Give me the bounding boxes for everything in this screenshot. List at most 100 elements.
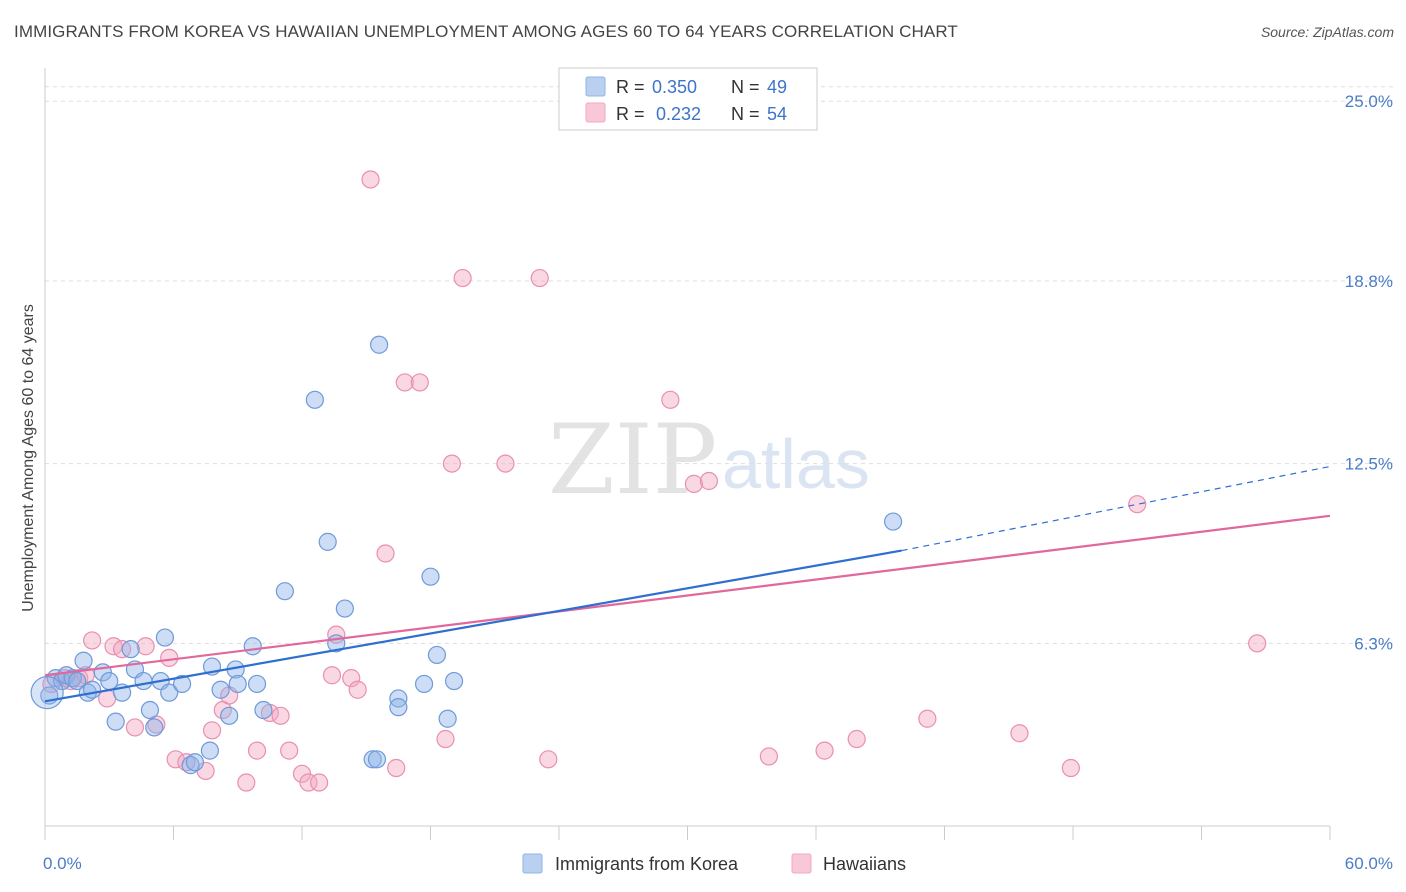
- korea-point: [389, 698, 408, 717]
- top-legend: R = 0.350 N = 49 R = 0.232 N = 54: [558, 67, 818, 131]
- hawaiians-point: [759, 747, 778, 766]
- y-tick-labels: 6.3% 12.5% 18.8% 25.0%: [1345, 92, 1393, 653]
- korea-point: [275, 582, 294, 601]
- hawaiians-point: [453, 268, 472, 288]
- korea-point: [74, 651, 93, 670]
- bottom-legend-swatch-hawaii: [791, 853, 812, 874]
- hawaiians-point: [342, 669, 361, 688]
- bottom-legend: Immigrants from Korea Hawaiians: [522, 853, 906, 874]
- x-tick-label-min: 0.0%: [43, 854, 82, 873]
- hawaiians-point: [530, 268, 549, 288]
- korea-point: [367, 750, 387, 769]
- hawaiians-point: [83, 631, 102, 650]
- legend-hawaii-n-value: 54: [767, 104, 787, 124]
- hawaiians-point: [280, 741, 299, 760]
- legend-korea-n-label: N =: [731, 77, 760, 97]
- korea-point: [185, 753, 205, 772]
- legend-korea-r-label: R =: [616, 77, 645, 97]
- korea-point: [414, 674, 434, 694]
- korea-point: [421, 567, 440, 586]
- korea-point-cluster: [30, 676, 64, 710]
- bottom-legend-hawaii-label: Hawaiians: [823, 854, 906, 874]
- korea-point: [335, 599, 354, 618]
- korea-point: [121, 640, 140, 659]
- hawaiians-point: [202, 721, 222, 740]
- korea-point: [172, 674, 192, 694]
- korea-point: [305, 390, 324, 409]
- hawaiians-point: [361, 170, 380, 189]
- korea-point: [243, 637, 262, 656]
- hawaiians-point: [237, 773, 256, 792]
- korea-point: [140, 700, 160, 720]
- korea-point: [228, 674, 247, 694]
- hawaiians-point: [410, 373, 429, 392]
- korea-point: [444, 671, 464, 691]
- watermark-zip: ZIP: [548, 404, 717, 516]
- hawaiians-point: [699, 471, 719, 491]
- hawaiians-point: [436, 729, 455, 749]
- y-tick-label: 25.0%: [1345, 92, 1393, 111]
- hawaiians-point: [247, 741, 267, 760]
- hawaiians-point: [539, 750, 558, 769]
- hawaiians-point: [847, 729, 866, 749]
- korea-point: [247, 674, 267, 694]
- korea-point: [883, 512, 903, 531]
- korea-point: [106, 712, 125, 731]
- source-credit: Source: ZipAtlas.com: [1260, 24, 1394, 40]
- korea-point: [370, 335, 389, 354]
- korea-point: [427, 645, 447, 665]
- hawaiians-points: [42, 106, 1267, 792]
- korea-trend-line: [44, 549, 902, 703]
- y-axis-label: Unemployment Among Ages 60 to 64 years: [20, 304, 37, 612]
- korea-point: [211, 680, 230, 699]
- hawaiians-point: [348, 680, 367, 699]
- korea-trend-extension: [901, 465, 1331, 552]
- legend-swatch-hawaii: [585, 102, 606, 123]
- hawaiians-point: [1128, 495, 1147, 514]
- korea-point: [155, 628, 175, 647]
- hawaiians-point: [136, 637, 155, 656]
- y-tick-label: 6.3%: [1354, 634, 1393, 653]
- korea-point: [68, 671, 87, 691]
- chart-title: IMMIGRANTS FROM KOREA VS HAWAIIAN UNEMPL…: [14, 22, 958, 41]
- korea-point: [363, 750, 382, 769]
- korea-point: [83, 680, 102, 699]
- hawaiians-point: [125, 718, 145, 737]
- hawaiians-point: [496, 454, 515, 473]
- hawaiians-point: [661, 390, 680, 409]
- hawaiians-point: [815, 741, 834, 760]
- y-tick-label: 12.5%: [1345, 455, 1393, 474]
- legend-swatch-korea: [585, 76, 606, 97]
- hawaiians-point: [376, 544, 395, 563]
- axes: [44, 68, 1331, 840]
- legend-hawaii-n-label: N =: [731, 104, 760, 124]
- hawaiians-point: [1010, 724, 1029, 743]
- hawaiians-point: [299, 773, 318, 792]
- trend-lines: [44, 465, 1331, 703]
- hawaiians-point: [387, 758, 406, 778]
- y-tick-label: 18.8%: [1345, 272, 1393, 291]
- korea-point: [160, 683, 179, 702]
- hawaiians-point: [1248, 634, 1267, 653]
- legend-hawaii-r-value: 0.232: [656, 104, 701, 124]
- legend-korea-n-value: 49: [767, 77, 787, 97]
- legend-hawaii-r-label: R =: [616, 104, 645, 124]
- korea-point: [220, 706, 239, 725]
- korea-point: [318, 532, 337, 551]
- hawaiians-trend-line: [44, 514, 1331, 677]
- korea-point: [134, 671, 153, 691]
- bottom-legend-swatch-korea: [522, 853, 543, 874]
- x-tick-label-max: 60.0%: [1345, 854, 1393, 873]
- hawaiians-point: [684, 474, 704, 493]
- hawaiians-point: [395, 373, 414, 392]
- hawaiians-point: [160, 648, 179, 667]
- hawaiians-point: [1061, 758, 1080, 778]
- korea-point: [200, 741, 220, 760]
- legend-korea-r-value: 0.350: [652, 77, 697, 97]
- hawaiians-point: [442, 454, 462, 473]
- hawaiians-point: [310, 773, 329, 792]
- korea-point: [145, 718, 164, 737]
- hawaiians-point: [918, 709, 937, 728]
- korea-points: [30, 335, 903, 775]
